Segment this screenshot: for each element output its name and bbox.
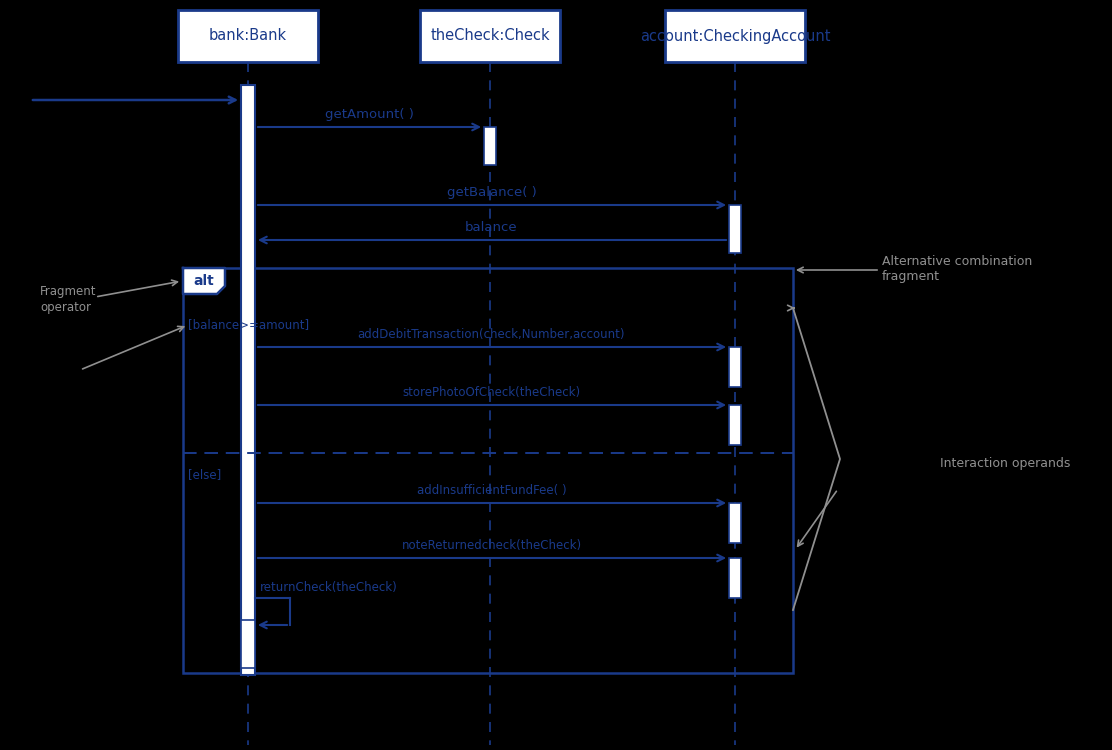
- Bar: [665, 10, 805, 62]
- Text: balance: balance: [465, 221, 518, 234]
- Bar: [729, 405, 741, 445]
- Bar: [241, 85, 255, 675]
- Bar: [729, 558, 741, 598]
- Text: [balance>=amount]: [balance>=amount]: [188, 319, 309, 332]
- Text: alt: alt: [193, 274, 215, 288]
- Text: returnCheck(theCheck): returnCheck(theCheck): [260, 581, 398, 594]
- Text: Fragment
operator: Fragment operator: [40, 285, 97, 314]
- Text: getAmount( ): getAmount( ): [325, 108, 414, 121]
- Bar: [183, 268, 793, 673]
- Bar: [729, 347, 741, 387]
- Text: bank:Bank: bank:Bank: [209, 28, 287, 44]
- Polygon shape: [183, 268, 225, 294]
- Bar: [729, 503, 741, 543]
- Bar: [484, 127, 496, 165]
- Bar: [420, 10, 560, 62]
- Bar: [729, 205, 741, 253]
- Text: Alternative combination
fragment: Alternative combination fragment: [882, 255, 1032, 283]
- Text: addDebitTransaction(check,Number,account): addDebitTransaction(check,Number,account…: [358, 328, 625, 341]
- Text: getBalance( ): getBalance( ): [447, 186, 536, 199]
- Text: theCheck:Check: theCheck:Check: [430, 28, 549, 44]
- Text: Interaction operands: Interaction operands: [940, 457, 1071, 470]
- Text: storePhotoOfCheck(theCheck): storePhotoOfCheck(theCheck): [403, 386, 580, 399]
- Text: noteReturnedcheck(theCheck): noteReturnedcheck(theCheck): [401, 539, 582, 552]
- Bar: [178, 10, 318, 62]
- Text: account:CheckingAccount: account:CheckingAccount: [639, 28, 831, 44]
- Text: addInsufficientFundFee( ): addInsufficientFundFee( ): [417, 484, 566, 497]
- Bar: [241, 620, 255, 668]
- Text: [else]: [else]: [188, 469, 221, 482]
